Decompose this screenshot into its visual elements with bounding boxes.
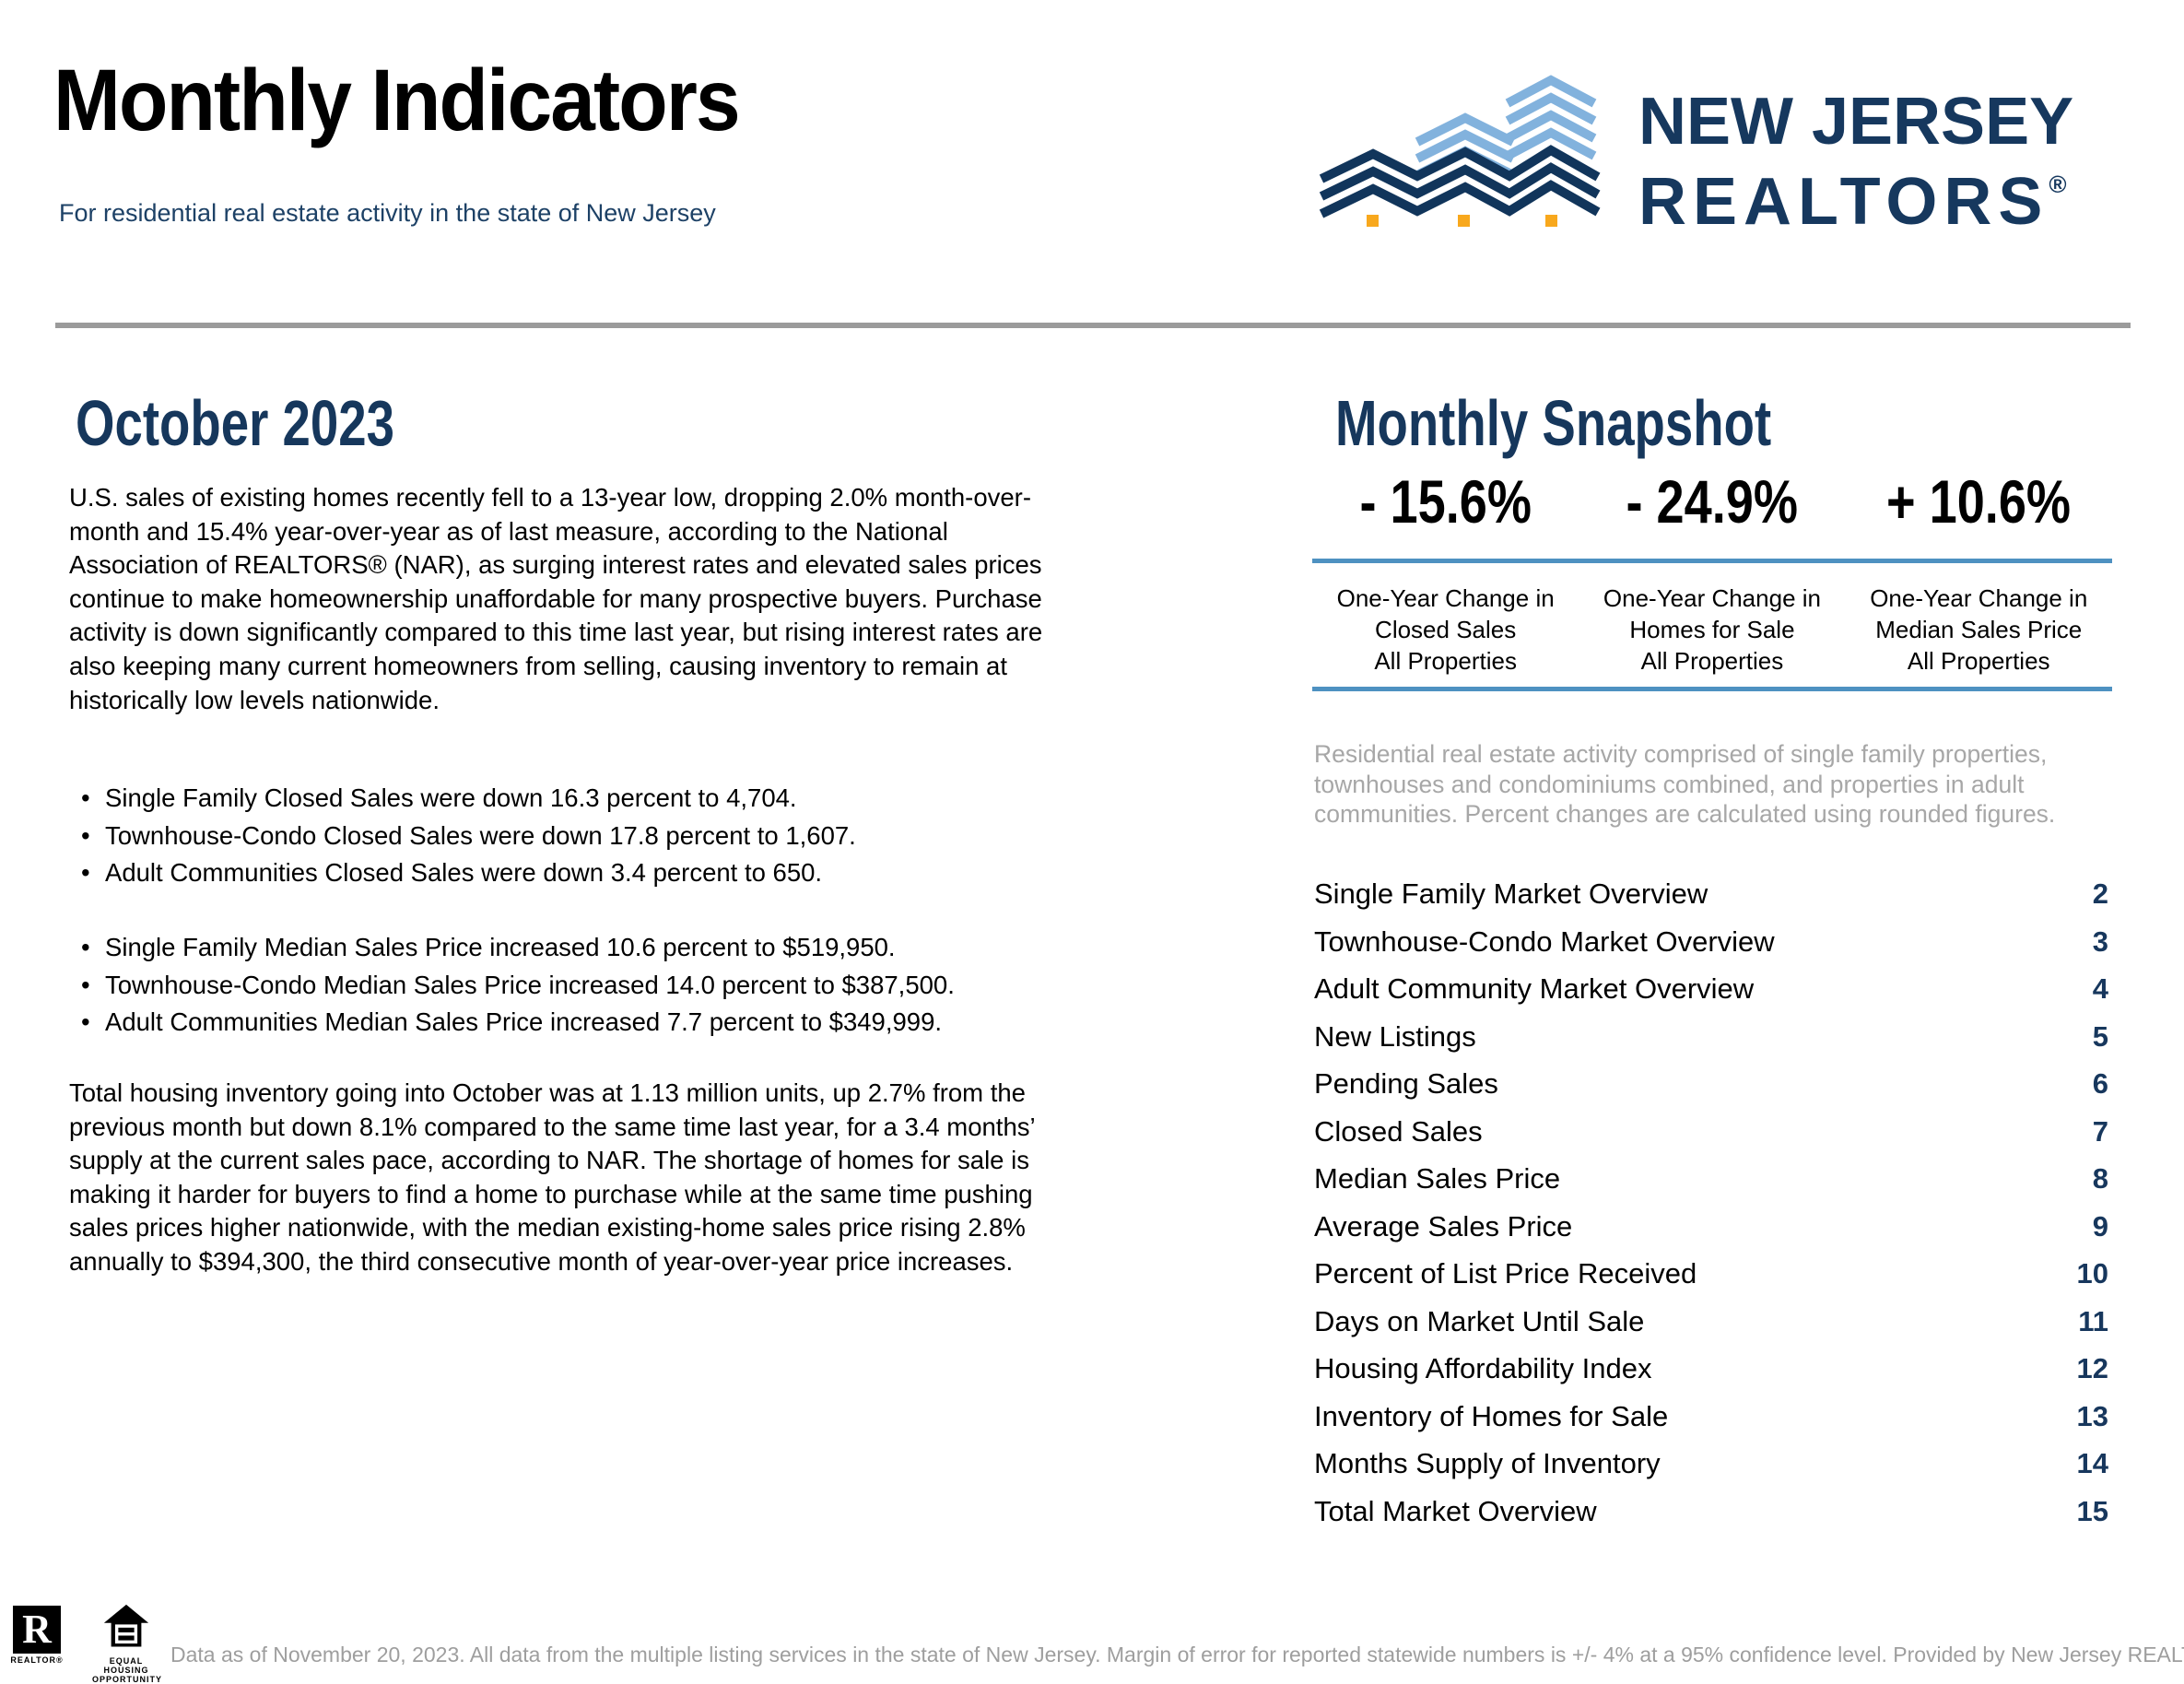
toc-label: New Listings xyxy=(1314,1019,1476,1053)
footer-disclaimer-text: Data as of November 20, 2023. All data f… xyxy=(170,1643,2184,1666)
toc-page-number: 12 xyxy=(2076,1352,2108,1384)
realtor-r-icon: R xyxy=(13,1606,61,1654)
stat-homes-for-sale: - 24.9% xyxy=(1579,465,1845,538)
page-subtitle: For residential real estate activity in … xyxy=(59,199,716,227)
toc-item-months-supply-of-inventory[interactable]: Months Supply of Inventory 14 xyxy=(1314,1447,2108,1495)
bullet-adult-communities-median-price: Adult Communities Median Sales Price inc… xyxy=(81,1004,1058,1042)
toc-label: Percent of List Price Received xyxy=(1314,1257,1697,1289)
equal-housing-opportunity-logo: EQUAL HOUSING OPPORTUNITY xyxy=(92,1604,163,1684)
table-of-contents: Single Family Market Overview 2 Townhous… xyxy=(1314,877,2108,1542)
eho-logo-caption: EQUAL HOUSING OPPORTUNITY xyxy=(92,1656,163,1684)
chevron-buildings-icon xyxy=(1319,75,1601,227)
toc-page-number: 6 xyxy=(2092,1067,2108,1100)
toc-page-number: 13 xyxy=(2076,1399,2108,1432)
realtor-r-letter: R xyxy=(22,1607,52,1652)
toc-item-pending-sales[interactable]: Pending Sales 6 xyxy=(1314,1067,2108,1115)
bullet-single-family-median-price: Single Family Median Sales Price increas… xyxy=(81,929,1058,967)
toc-item-housing-affordability-index[interactable]: Housing Affordability Index 12 xyxy=(1314,1352,2108,1400)
toc-page-number: 2 xyxy=(2092,877,2108,910)
toc-item-closed-sales[interactable]: Closed Sales 7 xyxy=(1314,1115,2108,1163)
realtor-logo-caption: REALTOR® xyxy=(10,1655,64,1665)
toc-page-number: 7 xyxy=(2092,1114,2108,1148)
toc-page-number: 5 xyxy=(2092,1019,2108,1053)
toc-label: Days on Market Until Sale xyxy=(1314,1304,1645,1337)
stat-label-closed-sales: One-Year Change in Closed Sales All Prop… xyxy=(1336,584,1555,675)
bullet-townhouse-condo-median-price: Townhouse-Condo Median Sales Price incre… xyxy=(81,967,1058,1005)
toc-item-total-market-overview[interactable]: Total Market Overview 15 xyxy=(1314,1495,2108,1543)
new-jersey-realtors-logo-icon xyxy=(1309,65,1613,244)
stat-median-sales-price: + 10.6% xyxy=(1846,465,2112,538)
toc-page-number: 11 xyxy=(2078,1304,2108,1337)
registered-mark: ® xyxy=(2049,171,2067,198)
snapshot-divider-top xyxy=(1312,559,2112,563)
snapshot-stats-row: - 15.6% - 24.9% + 10.6% xyxy=(1312,465,2112,538)
new-jersey-realtors-logo-text: NEW JERSEY REALTORS® xyxy=(1638,85,2074,239)
header-divider-line xyxy=(55,323,2131,328)
logo-line-realtors: REALTORS® xyxy=(1638,165,2067,239)
toc-page-number: 4 xyxy=(2092,972,2108,1005)
toc-label: Single Family Market Overview xyxy=(1314,877,1708,910)
logo-line-new-jersey: NEW JERSEY xyxy=(1638,85,2074,159)
snapshot-disclaimer: Residential real estate activity compris… xyxy=(1314,740,2056,829)
equal-housing-house-icon xyxy=(103,1604,149,1647)
toc-page-number: 14 xyxy=(2076,1447,2108,1479)
toc-label: Townhouse-Condo Market Overview xyxy=(1314,924,1775,958)
toc-label: Months Supply of Inventory xyxy=(1314,1447,1661,1479)
toc-page-number: 8 xyxy=(2092,1162,2108,1195)
closed-sales-bullet-list: Single Family Closed Sales were down 16.… xyxy=(81,780,1058,892)
toc-item-average-sales-price[interactable]: Average Sales Price 9 xyxy=(1314,1210,2108,1258)
summary-paragraph-2: Total housing inventory going into Octob… xyxy=(69,1078,1035,1276)
toc-label: Total Market Overview xyxy=(1314,1494,1597,1527)
stat-value-median-sales-price: + 10.6% xyxy=(1886,467,2072,536)
page-title: Monthly Indicators xyxy=(53,52,741,149)
realtor-logo: R REALTOR® xyxy=(7,1606,66,1665)
snapshot-divider-bottom xyxy=(1312,687,2112,691)
stat-label-homes-for-sale: One-Year Change in Homes for Sale All Pr… xyxy=(1603,584,1821,675)
toc-item-single-family-market-overview[interactable]: Single Family Market Overview 2 xyxy=(1314,877,2108,925)
toc-item-new-listings[interactable]: New Listings 5 xyxy=(1314,1020,2108,1068)
toc-label: Adult Community Market Overview xyxy=(1314,972,1755,1005)
toc-item-median-sales-price[interactable]: Median Sales Price 8 xyxy=(1314,1162,2108,1210)
toc-page-number: 3 xyxy=(2092,924,2108,958)
toc-item-inventory-of-homes-for-sale[interactable]: Inventory of Homes for Sale 13 xyxy=(1314,1400,2108,1448)
toc-label: Pending Sales xyxy=(1314,1067,1498,1100)
stat-value-homes-for-sale: - 24.9% xyxy=(1626,467,1799,536)
median-price-bullet-list: Single Family Median Sales Price increas… xyxy=(81,929,1058,1042)
toc-item-townhouse-condo-market-overview[interactable]: Townhouse-Condo Market Overview 3 xyxy=(1314,925,2108,973)
toc-label: Median Sales Price xyxy=(1314,1162,1561,1195)
toc-page-number: 10 xyxy=(2076,1257,2108,1289)
toc-page-number: 15 xyxy=(2076,1494,2108,1527)
stat-value-closed-sales: - 15.6% xyxy=(1359,467,1532,536)
toc-label: Average Sales Price xyxy=(1314,1209,1573,1242)
snapshot-labels-row: One-Year Change in Closed Sales All Prop… xyxy=(1312,583,2112,677)
toc-label: Housing Affordability Index xyxy=(1314,1352,1652,1384)
stat-label-median-sales-price: One-Year Change in Median Sales Price Al… xyxy=(1870,584,2088,675)
bullet-adult-communities-closed-sales: Adult Communities Closed Sales were down… xyxy=(81,854,1058,892)
toc-item-adult-community-market-overview[interactable]: Adult Community Market Overview 4 xyxy=(1314,972,2108,1020)
toc-label: Closed Sales xyxy=(1314,1114,1483,1148)
bullet-single-family-closed-sales: Single Family Closed Sales were down 16.… xyxy=(81,780,1058,818)
bullet-townhouse-condo-closed-sales: Townhouse-Condo Closed Sales were down 1… xyxy=(81,818,1058,855)
toc-item-days-on-market-until-sale[interactable]: Days on Market Until Sale 11 xyxy=(1314,1305,2108,1353)
toc-item-percent-of-list-price-received[interactable]: Percent of List Price Received 10 xyxy=(1314,1257,2108,1305)
toc-label: Inventory of Homes for Sale xyxy=(1314,1399,1669,1432)
summary-paragraph-1: U.S. sales of existing homes recently fe… xyxy=(69,483,1043,714)
stat-closed-sales: - 15.6% xyxy=(1312,465,1579,538)
toc-page-number: 9 xyxy=(2092,1209,2108,1242)
snapshot-heading: Monthly Snapshot xyxy=(1335,387,1772,459)
month-heading: October 2023 xyxy=(76,387,394,459)
